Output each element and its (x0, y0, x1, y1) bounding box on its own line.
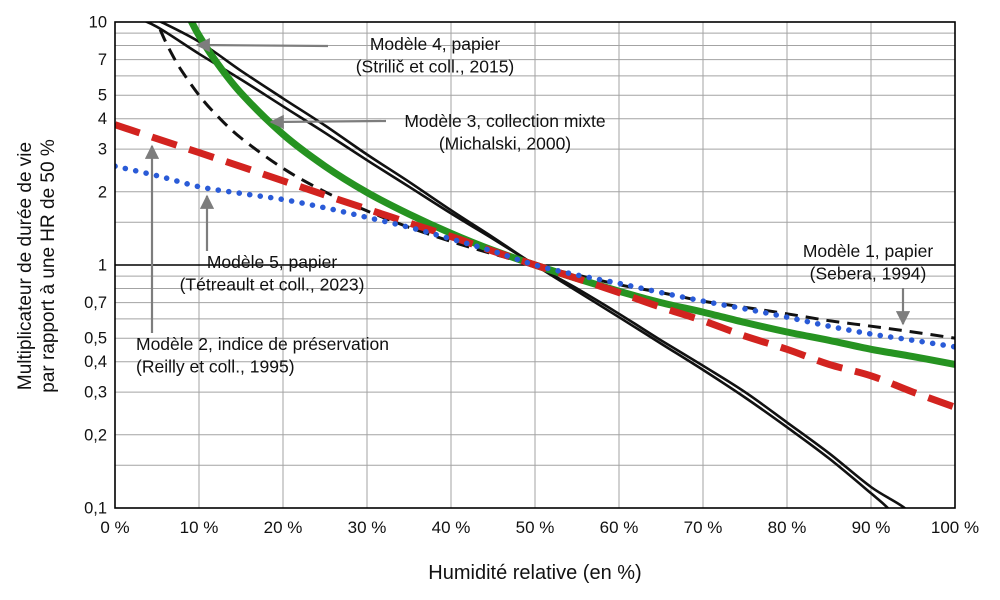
annotation-modele-4: Modèle 4, papier (Strilič et coll., 2015) (195, 34, 515, 77)
annotation-modele-5: Modèle 5, papier (Tétreault et coll., 202… (180, 194, 365, 295)
y-tick-label: 10 (89, 14, 107, 32)
y-tick-label: 3 (98, 141, 107, 159)
y-tick-labels: 10 7 5 4 3 2 1 0,7 0,5 0,4 0,3 0,2 0,1 (84, 14, 107, 518)
annotation-text-modele-2: Modèle 2, indice de préservation (Reilly … (136, 334, 389, 377)
y-tick-label: 0,4 (84, 353, 107, 371)
annotation-modele-3: Modèle 3, collection mixte (Michalski, 20… (269, 111, 606, 154)
x-tick-label: 20 % (264, 518, 303, 537)
annotation-modele-1: Modèle 1, papier (Sebera, 1994) (803, 241, 934, 326)
series-curve-modele-3 (187, 22, 955, 368)
y-tick-label: 0,7 (84, 294, 107, 312)
x-tick-label: 100 % (931, 518, 979, 537)
annotation-text-modele-4: Modèle 4, papier (Strilič et coll., 2015) (356, 34, 515, 77)
x-tick-label: 80 % (768, 518, 807, 537)
annotation-modele-2: Modèle 2, indice de préservation (Reilly … (136, 144, 389, 377)
y-tick-label: 4 (98, 110, 107, 128)
x-tick-label: 50 % (516, 518, 555, 537)
x-tick-label: 10 % (180, 518, 219, 537)
y-axis-title: Multiplicateur de durée de vie par rappo… (14, 16, 60, 516)
annotation-text-modele-1: Modèle 1, papier (Sebera, 1994) (803, 241, 934, 284)
y-tick-label: 0,1 (84, 500, 107, 518)
y-tick-label: 2 (98, 183, 107, 201)
y-tick-label: 7 (98, 51, 107, 69)
plot-frame (114, 21, 956, 509)
annotation-text-modele-3: Modèle 3, collection mixte (Michalski, 20… (404, 111, 605, 154)
x-tick-labels: 0 % 10 % 20 % 30 % 40 % 50 % 60 % 70 % 80 % 90 % 1… (100, 518, 979, 537)
x-axis-title: Humidité relative (en %) (428, 562, 642, 584)
x-tick-label: 60 % (600, 518, 639, 537)
y-tick-label: 1 (98, 257, 107, 275)
y-tick-label: 0,3 (84, 384, 107, 402)
series-group (115, 22, 955, 508)
y-axis-title-line1: Multiplicateur de durée de vie (15, 141, 36, 391)
x-tick-label: 40 % (432, 518, 471, 537)
x-tick-label: 70 % (684, 518, 723, 537)
x-tick-label: 30 % (348, 518, 387, 537)
annotation-arrow-modele-4 (195, 37, 329, 53)
y-axis-title-line2: par rapport à une HR de 50 % (38, 139, 59, 393)
annotation-arrow-modele-3 (269, 114, 387, 130)
x-tick-label: 0 % (100, 518, 129, 537)
x-tick-label: 90 % (852, 518, 891, 537)
y-tick-label: 0,5 (84, 330, 107, 348)
y-tick-label: 5 (98, 87, 107, 105)
series-curve-modele-1 (155, 22, 955, 340)
annotation-text-modele-5: Modèle 5, papier (Tétreault et coll., 202… (180, 252, 365, 295)
y-tick-label: 0,2 (84, 426, 107, 444)
series-curve-modele-5 (115, 163, 955, 350)
